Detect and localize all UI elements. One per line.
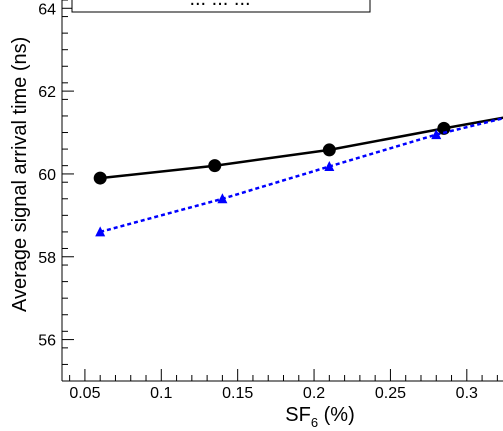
y-tick-label: 58	[38, 250, 56, 267]
x-axis-title-suffix: (%)	[318, 404, 355, 426]
series-1-point	[93, 171, 107, 185]
y-tick-label: 62	[38, 84, 56, 101]
x-tick-label: 0.3	[456, 385, 478, 402]
series-1-point	[322, 143, 336, 157]
series-2-point	[95, 226, 106, 237]
y-axis-title: Average signal arrival time (ns)	[9, 37, 31, 312]
x-tick-label: 0.15	[222, 385, 253, 402]
x-axis-title-subscript: 6	[311, 415, 318, 430]
series-2-point	[431, 129, 442, 140]
tick-labels: 56 58 60 62 64 0.05 0.1 0.15 0.2 0.25 0.3	[38, 1, 478, 402]
axis-ticks	[62, 0, 498, 382]
series-layer	[93, 116, 503, 237]
legend-box	[71, 0, 371, 13]
x-axis-title-base: SF	[285, 404, 311, 426]
legend-partial-text: ... ... ...	[189, 0, 250, 10]
x-tick-label: 0.1	[150, 385, 172, 402]
series-2-point	[217, 193, 228, 204]
series-1-point	[208, 159, 222, 173]
series-2-point	[324, 160, 335, 171]
x-axis-title: SF6 (%)	[285, 404, 354, 430]
y-tick-label: 56	[38, 333, 56, 350]
x-tick-label: 0.2	[303, 385, 325, 402]
y-tick-label: 64	[38, 1, 56, 18]
x-tick-label: 0.05	[69, 385, 100, 402]
legend: ... ... ...	[71, 0, 371, 13]
x-tick-label: 0.25	[375, 385, 406, 402]
series-1-point	[437, 121, 451, 135]
y-tick-label: 60	[38, 167, 56, 184]
